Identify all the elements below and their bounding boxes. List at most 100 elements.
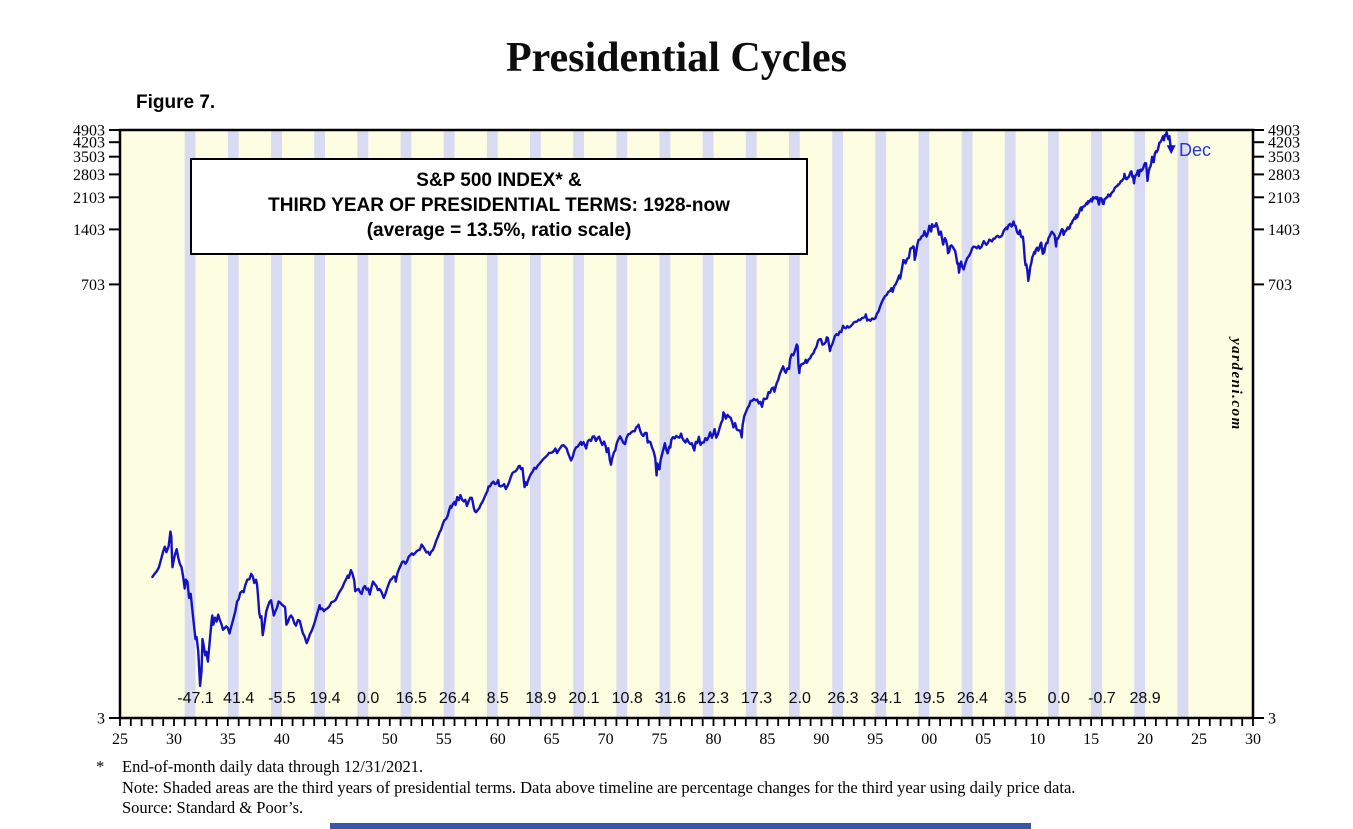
presidential-term-band bbox=[1048, 130, 1059, 718]
x-axis-label: 25 bbox=[1191, 731, 1207, 748]
pct-change-label: 12.3 bbox=[698, 690, 729, 707]
x-axis-label: 20 bbox=[1137, 731, 1153, 748]
y-axis-label-right: 1403 bbox=[1268, 222, 1300, 239]
pct-change-label: 28.9 bbox=[1130, 690, 1161, 707]
pct-change-label: 8.5 bbox=[487, 690, 509, 707]
pct-change-label: -47.1 bbox=[177, 690, 214, 707]
chart-title-line2: THIRD YEAR OF PRESIDENTIAL TERMS: 1928-n… bbox=[268, 195, 730, 216]
chart-title-line1: S&P 500 INDEX* & bbox=[416, 170, 582, 191]
presidential-term-band bbox=[530, 130, 541, 718]
presidential-term-band bbox=[486, 130, 498, 718]
presidential-term-band bbox=[184, 130, 196, 718]
presidential-term-band bbox=[227, 130, 239, 718]
x-axis-label: 15 bbox=[1083, 731, 1099, 748]
presidential-term-band bbox=[400, 130, 412, 718]
pct-change-label: 19.5 bbox=[914, 690, 945, 707]
sp500-line bbox=[151, 131, 1173, 687]
x-axis-label: 30 bbox=[1245, 731, 1261, 748]
figure-label: Figure 7. bbox=[136, 92, 216, 113]
x-axis-label: 65 bbox=[544, 731, 560, 748]
presidential-term-band bbox=[702, 130, 714, 718]
y-axis-label-right: 3503 bbox=[1268, 149, 1300, 166]
page-title: Presidential Cycles bbox=[505, 35, 847, 81]
presidential-term-band bbox=[918, 130, 930, 718]
pct-change-label: 31.6 bbox=[655, 690, 686, 707]
x-axis-label: 70 bbox=[598, 731, 614, 748]
y-axis-label-left: 3503 bbox=[73, 149, 105, 166]
presidential-term-band bbox=[314, 130, 325, 718]
y-axis-label-right: 4203 bbox=[1268, 135, 1300, 152]
y-axis-label-right: 3 bbox=[1268, 711, 1276, 728]
pct-change-label: 26.4 bbox=[957, 690, 988, 707]
presidential-term-band bbox=[961, 130, 973, 718]
chart-title-line3: (average = 13.5%, ratio scale) bbox=[366, 220, 632, 241]
pct-change-label: -0.7 bbox=[1088, 690, 1116, 707]
x-axis-label: 50 bbox=[382, 731, 398, 748]
presidential-term-band bbox=[832, 130, 843, 718]
presidential-term-band bbox=[745, 130, 757, 718]
pct-change-label: 10.8 bbox=[612, 690, 643, 707]
x-axis-label: 35 bbox=[220, 731, 236, 748]
x-axis-label: 05 bbox=[975, 731, 991, 748]
plot-border bbox=[118, 128, 1255, 720]
y-axis-label-left: 4203 bbox=[73, 135, 105, 152]
pct-change-label: 26.3 bbox=[827, 690, 858, 707]
y-axis-label-left: 703 bbox=[81, 277, 105, 294]
x-axis-label: 45 bbox=[328, 731, 344, 748]
chart-title-box: S&P 500 INDEX* & THIRD YEAR OF PRESIDENT… bbox=[190, 158, 808, 255]
pct-change-label: 34.1 bbox=[871, 690, 902, 707]
pct-change-label: 0.0 bbox=[357, 690, 379, 707]
x-axis-label: 25 bbox=[112, 731, 128, 748]
y-axis-label-left: 4903 bbox=[73, 123, 105, 140]
pct-change-label: 17.3 bbox=[741, 690, 772, 707]
x-axis-label: 00 bbox=[921, 731, 937, 748]
pct-change-label: 19.4 bbox=[309, 690, 340, 707]
pct-change-label: 41.4 bbox=[223, 690, 254, 707]
presidential-term-band bbox=[1004, 130, 1016, 718]
x-axis-label: 85 bbox=[759, 731, 775, 748]
presidential-term-band bbox=[1134, 130, 1146, 718]
footnotes: * End-of-month daily data through 12/31/… bbox=[96, 757, 1075, 819]
y-axis-label-left: 1403 bbox=[73, 222, 105, 239]
presidential-term-band bbox=[659, 130, 671, 718]
presidential-term-band bbox=[443, 130, 455, 718]
presidential-term-band bbox=[271, 130, 282, 718]
y-axis-label-left: 2103 bbox=[73, 190, 105, 207]
y-axis-label-left: 2803 bbox=[73, 167, 105, 184]
x-axis-label: 10 bbox=[1029, 731, 1045, 748]
pct-change-label: 26.4 bbox=[439, 690, 470, 707]
y-axis-label-right: 2103 bbox=[1268, 190, 1300, 207]
pct-change-label: 2.0 bbox=[789, 690, 811, 707]
x-axis-label: 40 bbox=[274, 731, 290, 748]
y-axis-label-right: 2803 bbox=[1268, 167, 1300, 184]
footnote-line-1: * End-of-month daily data through 12/31/… bbox=[96, 757, 1075, 778]
presidential-term-band bbox=[357, 130, 369, 718]
presidential-term-band bbox=[789, 130, 800, 718]
presidential-term-band bbox=[616, 130, 628, 718]
pct-change-label: 16.5 bbox=[396, 690, 427, 707]
last-point-label: Dec bbox=[1179, 140, 1212, 160]
pct-change-label: -5.5 bbox=[268, 690, 296, 707]
footnote-asterisk: * bbox=[96, 757, 105, 776]
footnote-line-3: Source: Standard & Poor’s. bbox=[122, 798, 304, 817]
footnote-text-1: End-of-month daily data through 12/31/20… bbox=[122, 757, 424, 776]
presidential-term-band bbox=[1177, 130, 1189, 718]
pct-change-label: 20.1 bbox=[568, 690, 599, 707]
watermark: yardeni.com bbox=[1228, 338, 1244, 431]
presidential-term-band bbox=[1091, 130, 1102, 718]
line-end-arrow-icon bbox=[1166, 145, 1176, 155]
footnote-line-2: Note: Shaded areas are the third years o… bbox=[122, 777, 1076, 797]
presidential-term-band bbox=[875, 130, 887, 718]
x-axis-label: 80 bbox=[706, 731, 722, 748]
x-axis-label: 60 bbox=[490, 731, 506, 748]
x-axis-label: 30 bbox=[166, 731, 182, 748]
x-axis-label: 95 bbox=[867, 731, 883, 748]
pct-change-label: 3.5 bbox=[1004, 690, 1026, 707]
y-axis-label-right: 703 bbox=[1268, 277, 1292, 294]
x-axis-label: 55 bbox=[436, 731, 452, 748]
x-axis-label: 75 bbox=[652, 731, 668, 748]
pct-change-label: 0.0 bbox=[1048, 690, 1070, 707]
pct-change-label: 18.9 bbox=[525, 690, 556, 707]
